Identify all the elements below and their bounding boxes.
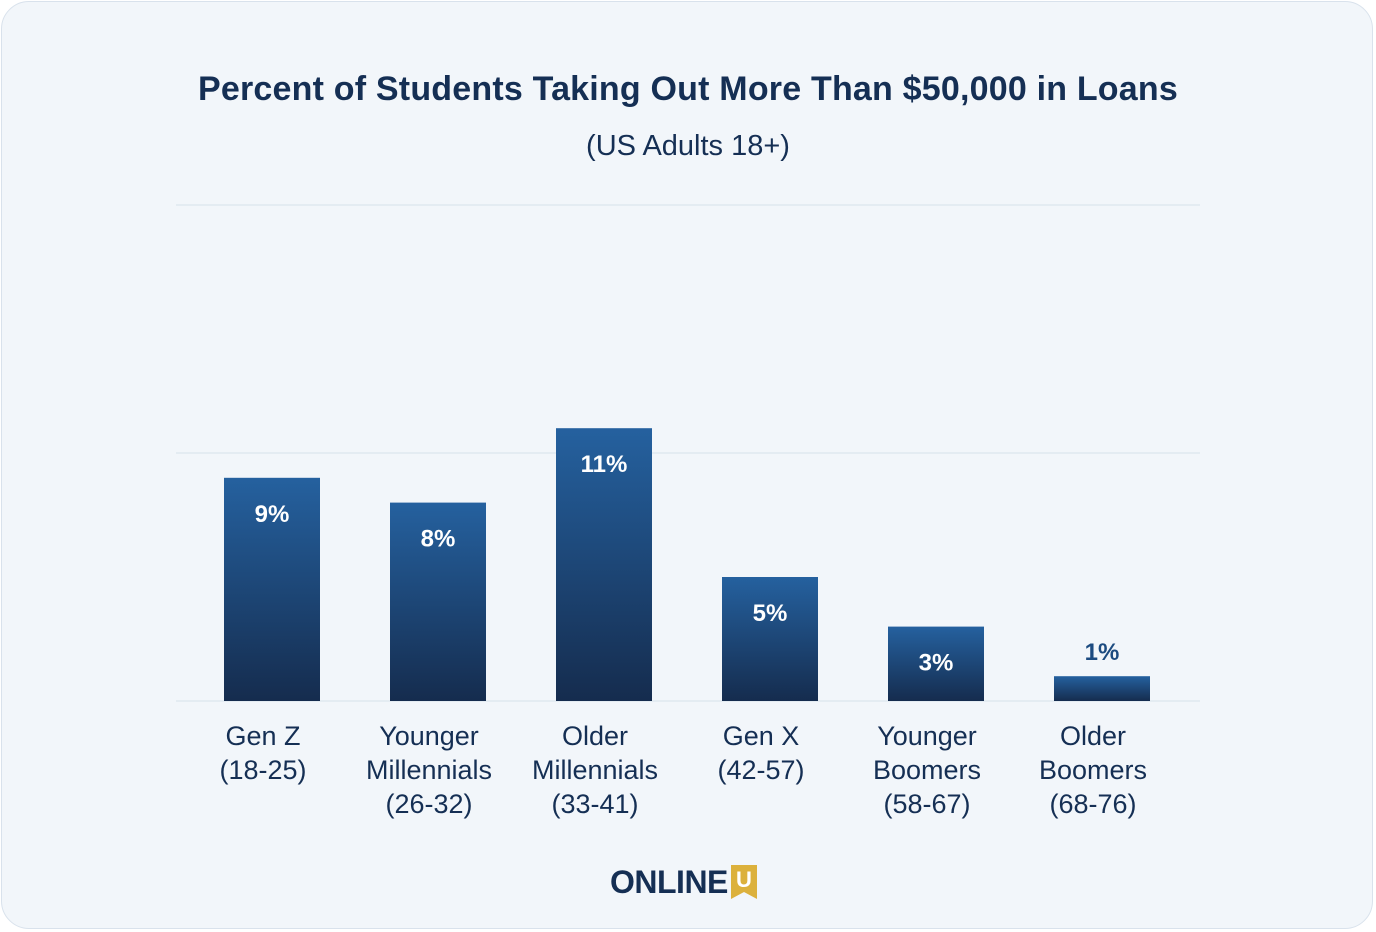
bar bbox=[1054, 676, 1150, 701]
category-label: Gen X bbox=[723, 721, 800, 751]
category-label: (42-57) bbox=[717, 755, 804, 785]
category-label: Younger bbox=[877, 721, 977, 751]
bar-value-label: 3% bbox=[919, 650, 954, 677]
bar-value-label: 11% bbox=[581, 451, 628, 478]
bar bbox=[556, 428, 652, 701]
category-label: (18-25) bbox=[219, 755, 306, 785]
category-label: Older bbox=[562, 721, 628, 751]
category-label: (58-67) bbox=[883, 789, 970, 819]
bars bbox=[224, 428, 1150, 701]
category-label: (68-76) bbox=[1049, 789, 1136, 819]
category-label: (26-32) bbox=[385, 789, 472, 819]
category-label: Boomers bbox=[873, 755, 981, 785]
category-labels: Gen Z (18-25) Younger Millennials (26-32) Old… bbox=[219, 721, 1147, 819]
category-label: Older bbox=[1060, 721, 1126, 751]
bar-value-label: 8% bbox=[421, 526, 456, 553]
logo-letter: U bbox=[736, 867, 752, 892]
category-label: Millennials bbox=[532, 755, 658, 785]
category-label: Boomers bbox=[1039, 755, 1147, 785]
category-label: (33-41) bbox=[551, 789, 638, 819]
category-label: Younger bbox=[379, 721, 479, 751]
category-label: Gen Z bbox=[225, 721, 300, 751]
bar bbox=[888, 626, 984, 701]
gridlines bbox=[176, 204, 1200, 702]
chart-subtitle: (US Adults 18+) bbox=[586, 130, 790, 162]
bar-value-label: 1% bbox=[1085, 639, 1120, 666]
bar bbox=[390, 502, 486, 701]
bar-value-label: 9% bbox=[255, 501, 290, 528]
bar bbox=[722, 577, 818, 701]
logo-text: ONLINE bbox=[610, 863, 728, 900]
onlineu-logo: ONLINE U bbox=[610, 862, 758, 902]
chart-title: Percent of Students Taking Out More Than… bbox=[198, 70, 1178, 108]
category-label: Millennials bbox=[366, 755, 492, 785]
bar bbox=[224, 477, 320, 701]
value-labels: 9% 8% 11% 5% 3% 1% bbox=[255, 451, 1120, 676]
bar-value-label: 5% bbox=[753, 600, 788, 627]
logo-u-badge-icon: U bbox=[730, 865, 757, 899]
